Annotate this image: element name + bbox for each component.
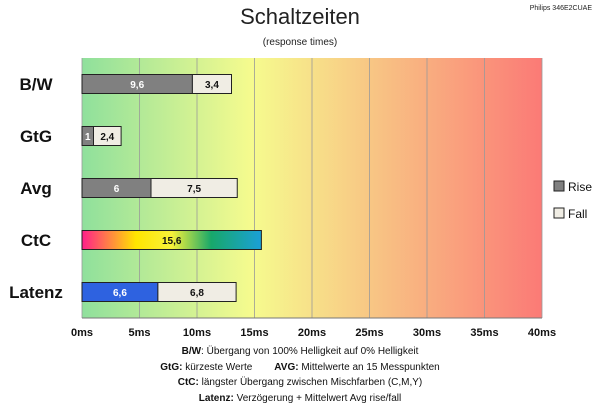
x-tick-label: 10ms — [183, 327, 211, 339]
note-ctc-key: CtC: — [177, 377, 199, 388]
note-bw: B/W: Übergang von 100% Helligkeit auf 0%… — [0, 344, 600, 360]
bar-fall — [93, 126, 122, 146]
chart-subtitle: (response times) — [262, 37, 338, 48]
note-gtg-key: GtG: — [160, 361, 183, 373]
data-label-fall: 7,5 — [187, 184, 201, 195]
legend-label-fall: Fall — [568, 207, 587, 221]
note-latenz-key: Latenz: — [198, 392, 234, 404]
note-avg-text: Mittelwerte an 15 Messpunkten — [298, 361, 440, 373]
bar-fall — [191, 74, 232, 94]
legend-swatch-rise — [553, 180, 565, 192]
x-tick-label: 5ms — [128, 327, 150, 339]
category-label: Avg — [20, 179, 52, 198]
monitor-model-label: Philips 346E2CUAE — [529, 5, 592, 12]
data-label-rise: 1 — [85, 132, 91, 143]
data-label-fall: 6,8 — [190, 288, 204, 299]
note-latenz-text: Verzögerung + Mittelwert Avg rise/fall — [233, 392, 402, 404]
note-ctc: CtC: längster Übergang zwischen Mischfar… — [0, 375, 600, 391]
note-latenz: Latenz: Verzögerung + Mittelwert Avg ris… — [0, 391, 600, 407]
bar-rise — [81, 230, 262, 250]
legend-swatch-fall — [553, 207, 565, 219]
response-time-chart: 0ms 5ms 10ms 15ms 20ms 25ms 30ms 35ms 40ms B/W 9,6… — [9, 58, 592, 339]
x-tick-label: 30ms — [413, 327, 441, 339]
note-ctc-text: längster Übergang zwischen Mischfarben (… — [198, 377, 423, 388]
x-tick-label: 35ms — [470, 327, 498, 339]
chart-notes: B/W: Übergang von 100% Helligkeit auf 0%… — [0, 344, 600, 406]
legend-label-rise: Rise — [568, 180, 592, 194]
note-bw-text: : Übergang von 100% Helligkeit auf 0% He… — [201, 346, 419, 357]
note-bw-key: B/W — [181, 346, 202, 357]
bar-fall — [150, 178, 238, 198]
note-gtg-text: kürzeste Werte — [182, 361, 253, 373]
category-label: Latenz — [9, 283, 63, 302]
x-tick-label: 15ms — [240, 327, 268, 339]
data-label-fall: 3,4 — [205, 80, 219, 91]
bar-fall — [157, 282, 237, 302]
note-gtg-avg: GtG: kürzeste Werte AVG: Mittelwerte an 1… — [0, 360, 600, 376]
x-tick-label: 40ms — [528, 327, 556, 339]
data-label-rise: 15,6 — [162, 236, 182, 247]
data-label-rise: 6 — [114, 184, 120, 195]
data-label-fall: 2,4 — [100, 132, 114, 143]
category-label: B/W — [19, 75, 53, 94]
data-label-rise: 6,6 — [113, 288, 127, 299]
x-tick-label: 25ms — [355, 327, 383, 339]
note-avg-key: AVG: — [274, 361, 299, 373]
category-label: GtG — [20, 127, 52, 146]
category-label: CtC — [21, 231, 51, 250]
x-tick-label: 0ms — [71, 327, 93, 339]
data-label-rise: 9,6 — [130, 80, 144, 91]
x-tick-label: 20ms — [298, 327, 326, 339]
chart-title: Schaltzeiten — [240, 4, 360, 29]
